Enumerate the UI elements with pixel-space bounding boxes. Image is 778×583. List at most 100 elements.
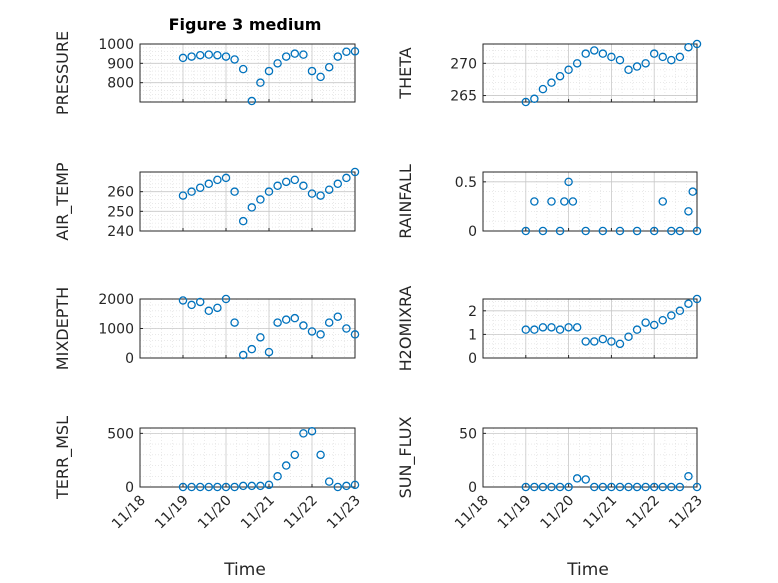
data-point: [641, 59, 650, 68]
data-point: [538, 323, 548, 332]
data-point: [221, 294, 231, 304]
data-point: [230, 187, 239, 196]
data-point: [632, 325, 642, 334]
y-tick-label: 0: [468, 480, 477, 496]
y-axis-label: H2OMIXRA: [396, 286, 415, 372]
data-point: [195, 482, 205, 492]
data-point: [213, 303, 222, 313]
data-point: [350, 47, 360, 56]
data-point: [684, 207, 693, 216]
data-point: [598, 482, 608, 492]
data-point: [521, 97, 531, 107]
data-point: [632, 62, 642, 71]
data-point: [530, 325, 539, 334]
data-point: [667, 55, 676, 65]
figure-title: Figure 3 medium: [169, 15, 322, 34]
data-point: [675, 52, 685, 62]
data-point: [684, 472, 693, 481]
data-point: [658, 482, 668, 492]
data-point: [615, 339, 625, 349]
data-point: [632, 226, 642, 236]
y-tick-label: 270: [450, 56, 477, 72]
axes-box: [482, 43, 698, 103]
data-point: [247, 203, 257, 212]
data-point: [547, 197, 556, 206]
data-point: [658, 315, 668, 325]
axes-box: [482, 298, 698, 359]
data-point: [572, 323, 582, 332]
y-axis-label: AIR_TEMP: [53, 162, 73, 240]
data-point: [521, 482, 531, 492]
data-point: [238, 350, 248, 360]
data-point: [195, 297, 205, 307]
data-point: [641, 318, 650, 327]
data-point: [238, 481, 248, 491]
axes-frame: [482, 43, 698, 103]
axes-frame: [139, 298, 356, 359]
data-point: [342, 481, 351, 491]
data-point: [178, 296, 188, 305]
data-point: [684, 42, 693, 52]
data-point: [307, 189, 317, 198]
data-point: [342, 47, 351, 56]
data-point: [530, 482, 539, 492]
data-point: [299, 50, 308, 59]
data-point: [238, 216, 248, 226]
axes-box: [139, 171, 356, 232]
data-point: [290, 175, 300, 185]
axes-box: [139, 43, 356, 103]
data-point: [230, 318, 239, 327]
data-point: [649, 226, 659, 236]
data-point: [316, 450, 325, 460]
axes-frame: [139, 427, 356, 488]
data-point: [342, 324, 351, 333]
data-point: [256, 333, 265, 342]
x-tick-label: 11/22: [623, 493, 663, 533]
data-point: [281, 52, 291, 61]
data-point: [521, 226, 531, 236]
axes-frame: [482, 298, 698, 359]
data-point: [624, 65, 633, 75]
x-axis-label-left: Time: [223, 560, 266, 580]
data-point: [221, 482, 231, 492]
data-point: [581, 337, 590, 346]
data-point: [333, 482, 343, 492]
data-point: [547, 482, 556, 492]
subplot-6: 0 1 2 H2OMIXRA: [396, 286, 702, 372]
data-point: [590, 337, 599, 346]
x-tick-label: 11/23: [324, 493, 364, 533]
y-tick-label: 240: [107, 224, 134, 240]
data-point: [581, 475, 590, 484]
data-point: [624, 482, 633, 492]
x-tick-label: 11/20: [195, 493, 235, 533]
data-point: [230, 55, 239, 64]
data-point: [538, 482, 548, 492]
subplot-1: 800 900 1000 PRESSURE: [53, 31, 360, 115]
data-point: [598, 334, 608, 344]
data-point: [538, 226, 548, 236]
data-point: [615, 55, 625, 65]
x-tick-label: 11/22: [281, 493, 321, 533]
data-point: [555, 482, 565, 492]
data-point: [598, 49, 608, 58]
y-tick-label: 1000: [98, 322, 134, 338]
axes-frame: [482, 171, 698, 232]
data-point: [273, 59, 282, 68]
data-point: [547, 323, 556, 332]
y-tick-label: 265: [450, 89, 477, 105]
data-point: [530, 94, 539, 104]
data-point: [350, 330, 360, 339]
data-point: [281, 177, 291, 187]
data-point: [204, 179, 214, 189]
x-tick-label: 11/21: [238, 493, 278, 533]
y-axis-label: RAINFALL: [396, 164, 415, 239]
data-point: [538, 84, 548, 94]
data-point: [195, 50, 205, 60]
data-point: [555, 325, 565, 334]
data-point: [564, 177, 573, 187]
data-point: [572, 474, 582, 483]
data-point: [264, 480, 274, 490]
data-point: [615, 226, 625, 236]
x-tick-label: 11/18: [452, 493, 492, 533]
y-axis-label: MIXDEPTH: [53, 287, 72, 370]
